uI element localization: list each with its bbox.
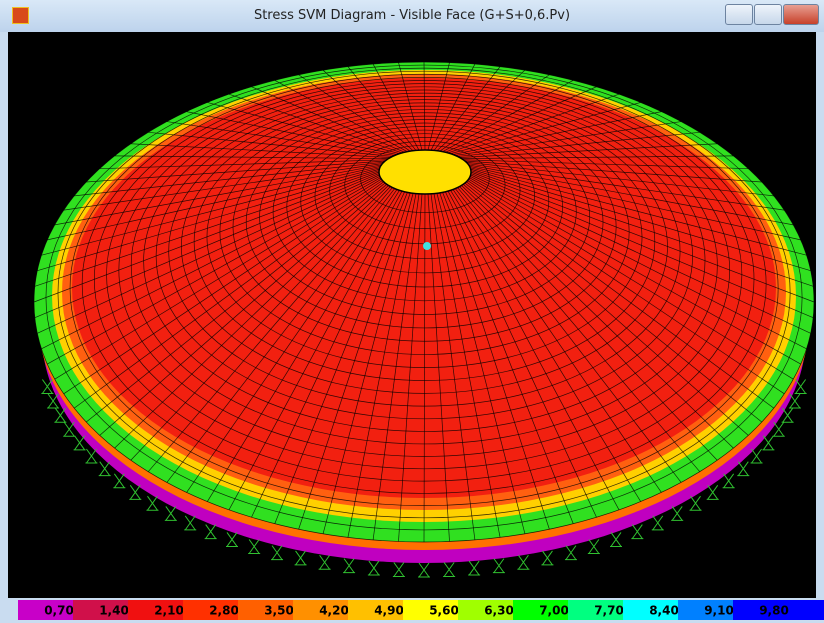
legend-label: 3,50 (264, 604, 294, 618)
legend-label: 7,70 (594, 604, 624, 618)
legend-label: 2,10 (154, 604, 184, 618)
legend-label: 7,00 (539, 604, 569, 618)
legend: 0,70 1,40 2,10 2,80 3,50 4,20 4,90 5,60 6,30 7,00… (18, 600, 824, 620)
legend-label: 6,30 (484, 604, 514, 618)
dome-opening (379, 150, 471, 194)
legend-label: 8,40 (649, 604, 679, 618)
legend-label: 9,10 (704, 604, 734, 618)
legend-label: 5,60 (429, 604, 459, 618)
window: Stress SVM Diagram - Visible Face (G+S+0… (0, 0, 824, 623)
legend-label: 2,80 (209, 604, 239, 618)
legend-label: 1,40 (99, 604, 129, 618)
legend-label: 0,70 (44, 604, 74, 618)
legend-label: 4,90 (374, 604, 404, 618)
viewport: 0,70 1,40 2,10 2,80 3,50 4,20 4,90 5,60 6,30 7,00… (0, 0, 824, 623)
legend-label: 9,80 (759, 604, 789, 618)
node-marker (423, 242, 431, 250)
legend-label: 4,20 (319, 604, 349, 618)
